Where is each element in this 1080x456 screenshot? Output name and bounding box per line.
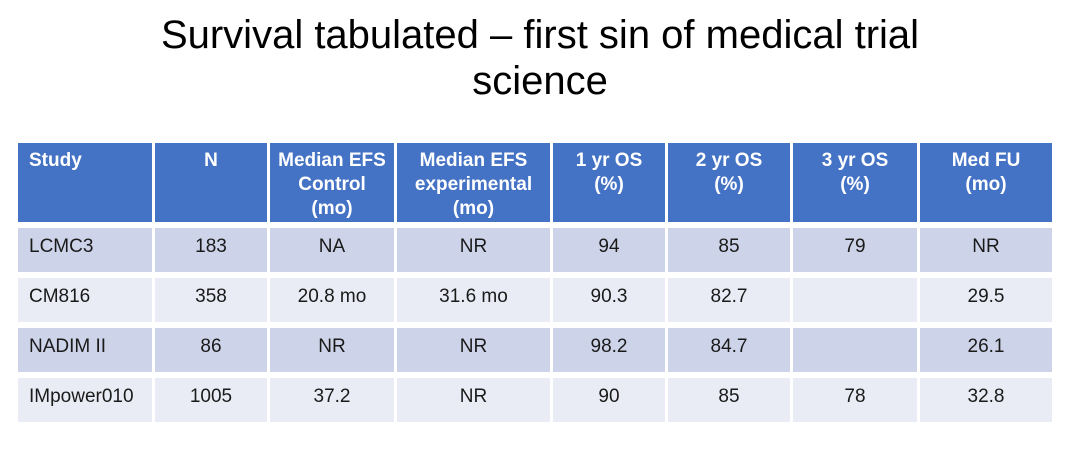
column-header-median-efs-experimental: Median EFS experimental (mo) (397, 143, 553, 228)
table-cell: 37.2 (270, 378, 397, 428)
table-cell: 84.7 (668, 328, 793, 378)
table-cell: LCMC3 (18, 228, 155, 278)
header-row: Study N Median EFS Control (mo) Median E… (18, 143, 1052, 228)
table-row-lcmc3: LCMC3 183 NA NR 94 85 79 NR (18, 228, 1052, 278)
column-header-med-fu: Med FU (mo) (920, 143, 1052, 228)
slide-title: Survival tabulated – first sin of medica… (160, 13, 920, 103)
column-header-1yr-os: 1 yr OS (%) (553, 143, 668, 228)
table-cell: NR (270, 328, 397, 378)
column-header-study: Study (18, 143, 155, 228)
table-cell: NADIM II (18, 328, 155, 378)
table-row-cm816: CM816 358 20.8 mo 31.6 mo 90.3 82.7 29.5 (18, 278, 1052, 328)
table-cell: 20.8 mo (270, 278, 397, 328)
table-cell: 90 (553, 378, 668, 428)
table-cell: NR (397, 328, 553, 378)
column-header-2yr-os: 2 yr OS (%) (668, 143, 793, 228)
table-cell (793, 328, 920, 378)
table-cell: CM816 (18, 278, 155, 328)
column-header-3yr-os: 3 yr OS (%) (793, 143, 920, 228)
table-cell: 31.6 mo (397, 278, 553, 328)
table-cell: 29.5 (920, 278, 1052, 328)
table-cell: 98.2 (553, 328, 668, 378)
table-cell: 1005 (155, 378, 270, 428)
table-cell: 86 (155, 328, 270, 378)
table-cell: IMpower010 (18, 378, 155, 428)
survival-table: Study N Median EFS Control (mo) Median E… (18, 143, 1052, 428)
table-cell: NR (397, 228, 553, 278)
column-header-median-efs-control: Median EFS Control (mo) (270, 143, 397, 228)
table-cell: 94 (553, 228, 668, 278)
table-cell (793, 278, 920, 328)
table-cell: 85 (668, 228, 793, 278)
table-cell: 79 (793, 228, 920, 278)
table-cell: 85 (668, 378, 793, 428)
table-cell: 183 (155, 228, 270, 278)
table-cell: NR (397, 378, 553, 428)
column-header-n: N (155, 143, 270, 228)
table-row-nadim-ii: NADIM II 86 NR NR 98.2 84.7 26.1 (18, 328, 1052, 378)
table-cell: 32.8 (920, 378, 1052, 428)
table-cell: 82.7 (668, 278, 793, 328)
table-cell: NA (270, 228, 397, 278)
table-cell: 90.3 (553, 278, 668, 328)
table-row-impower010: IMpower010 1005 37.2 NR 90 85 78 32.8 (18, 378, 1052, 428)
table-cell: NR (920, 228, 1052, 278)
table-cell: 78 (793, 378, 920, 428)
table-cell: 26.1 (920, 328, 1052, 378)
table-cell: 358 (155, 278, 270, 328)
